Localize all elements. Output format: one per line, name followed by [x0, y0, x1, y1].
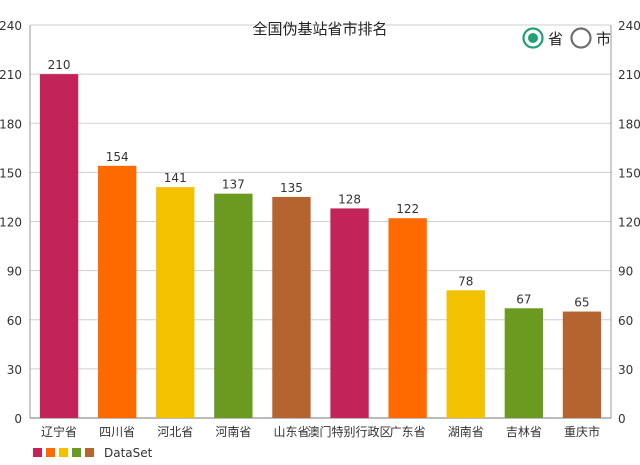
x-tick-label: 河南省: [215, 424, 251, 439]
bar: [156, 187, 195, 418]
y-tick-label-left: 90: [7, 265, 22, 279]
bar-value-label: 128: [338, 192, 361, 206]
legend-swatch: [85, 448, 94, 457]
x-tick-label: 辽宁省: [41, 424, 77, 439]
bar: [562, 311, 602, 418]
bar: [330, 208, 369, 418]
axis-layer: 0 0 30 30 60 60 90 90 120 120 150 150 180 180 210 210 24…: [0, 19, 640, 426]
bar-value-label: 210: [48, 58, 71, 72]
radio-option-city[interactable]: 市: [570, 27, 612, 49]
x-tick-label: 山东省: [273, 425, 309, 439]
bar-value-label: 154: [106, 150, 129, 164]
x-tick-label: 澳门特别行政区: [308, 424, 392, 439]
legend-label: DataSet: [104, 446, 153, 460]
y-tick-label-left: 60: [7, 314, 22, 328]
x-tick-label: 河北省: [157, 425, 193, 439]
y-tick-label-right: 0: [618, 412, 626, 426]
bar: [272, 196, 311, 418]
legend-swatch: [33, 448, 42, 457]
radio-label-province: 省: [548, 30, 563, 48]
bar-value-label: 122: [396, 202, 419, 216]
legend-swatch: [72, 448, 81, 457]
radio-label-city: 市: [596, 30, 611, 48]
y-tick-label-right: 210: [618, 68, 640, 82]
bar: [446, 290, 485, 418]
region-toggle: 省 市: [522, 27, 612, 49]
chart-title: 全国伪基站省市排名: [252, 20, 387, 38]
bar-value-label: 141: [164, 171, 187, 185]
bar: [214, 193, 253, 418]
x-tick-label: 湖南省: [448, 424, 484, 439]
radio-city-outer-icon: [570, 27, 592, 49]
x-tick-label: 重庆市: [564, 424, 600, 439]
y-tick-label-left: 150: [0, 166, 22, 180]
bar: [388, 218, 427, 418]
y-tick-label-right: 150: [618, 166, 640, 180]
y-tick-label-left: 0: [14, 412, 22, 426]
labels-layer: 210 辽宁省 154 四川省 141 河北省 137 河南省 135 山东省 128 澳门特别行政区…: [41, 58, 600, 439]
legend-swatch: [59, 448, 68, 457]
bar: [39, 74, 79, 418]
radio-option-province[interactable]: 省: [522, 27, 564, 49]
legend-swatch: [46, 448, 55, 457]
legend: DataSet: [33, 446, 153, 460]
y-tick-label-left: 30: [7, 363, 22, 377]
bar: [97, 165, 137, 418]
x-tick-label: 广东省: [390, 425, 426, 439]
bar-value-label: 67: [516, 292, 531, 306]
radio-province-selected-dot-icon: [528, 33, 538, 43]
bars-layer: [39, 74, 602, 418]
y-tick-label-left: 210: [0, 68, 22, 82]
bar-value-label: 135: [280, 181, 303, 195]
bar-value-label: 65: [574, 296, 589, 310]
y-tick-label-right: 90: [618, 265, 633, 279]
y-tick-label-left: 240: [0, 19, 22, 33]
y-tick-label-right: 180: [618, 117, 640, 131]
radio-province-outer-icon: [522, 27, 544, 49]
x-tick-label: 吉林省: [506, 425, 542, 439]
y-tick-label-right: 120: [618, 216, 640, 230]
y-tick-label-left: 180: [0, 117, 22, 131]
y-tick-label-right: 30: [618, 363, 633, 377]
x-tick-label: 四川省: [99, 425, 135, 439]
y-tick-label-right: 240: [618, 19, 640, 33]
bar-value-label: 78: [458, 274, 473, 288]
y-tick-label-left: 120: [0, 216, 22, 230]
y-tick-label-right: 60: [618, 314, 633, 328]
bar: [504, 308, 544, 418]
bar-value-label: 137: [222, 178, 245, 192]
